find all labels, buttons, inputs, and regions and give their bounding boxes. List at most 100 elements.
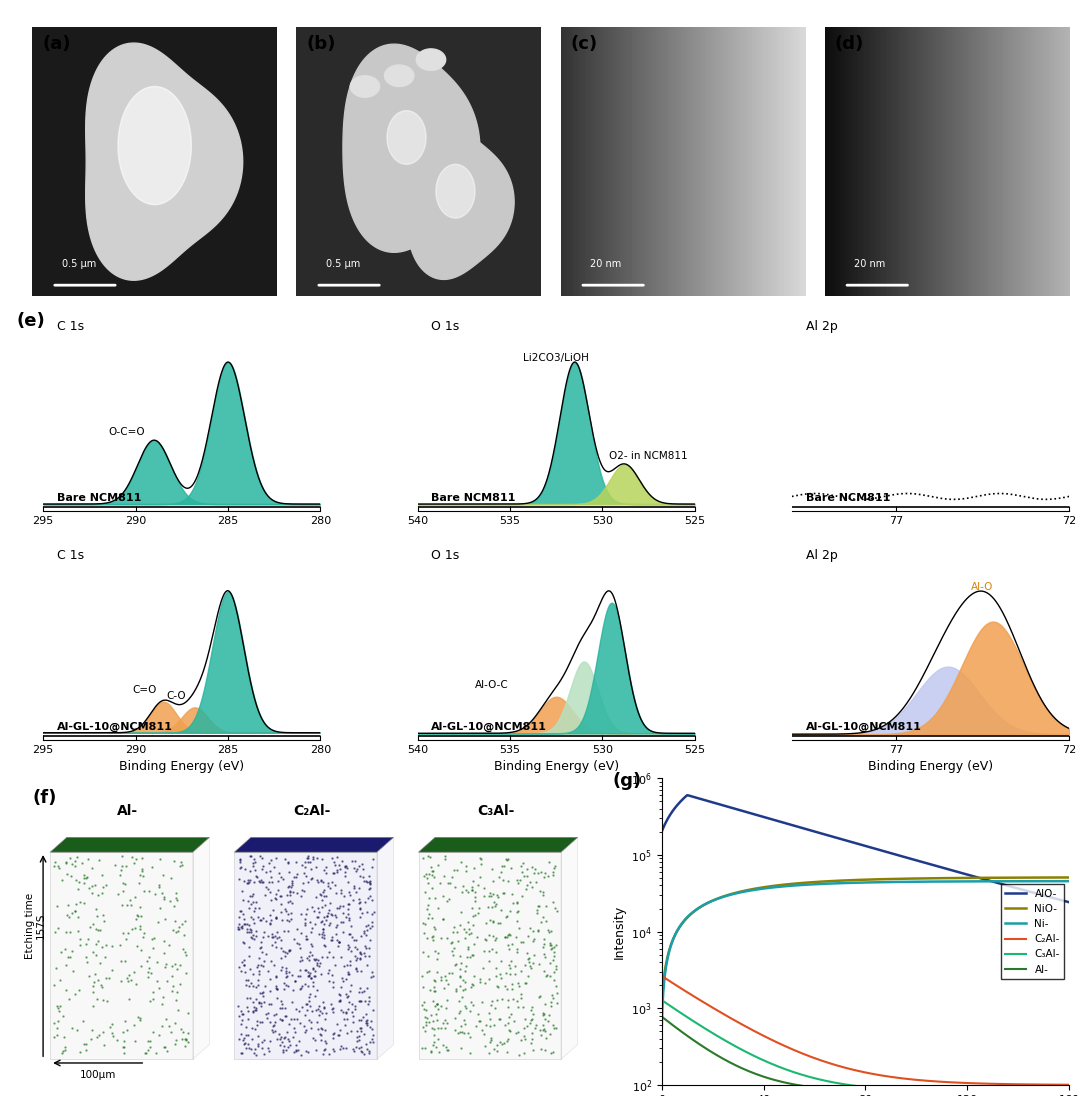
Point xyxy=(235,872,253,890)
Point xyxy=(444,964,461,982)
Point xyxy=(340,966,357,983)
Point xyxy=(309,951,326,969)
Polygon shape xyxy=(234,837,393,853)
Point xyxy=(126,888,144,905)
Point xyxy=(338,859,355,877)
Point xyxy=(279,886,296,903)
Text: Bare NCM811: Bare NCM811 xyxy=(431,493,516,503)
Point xyxy=(161,937,178,955)
Point xyxy=(345,859,362,877)
Point xyxy=(50,1002,67,1019)
Point xyxy=(462,948,480,966)
Point xyxy=(461,921,478,938)
Point xyxy=(246,1020,264,1038)
Point xyxy=(246,860,264,878)
Point xyxy=(151,849,168,867)
Point xyxy=(428,1039,445,1057)
Point xyxy=(231,850,248,868)
Point xyxy=(114,925,132,943)
Point xyxy=(361,875,378,892)
Point xyxy=(508,1025,525,1042)
Point xyxy=(324,906,341,924)
Point xyxy=(418,1009,435,1027)
Point xyxy=(293,949,310,967)
Point xyxy=(254,860,271,878)
Point xyxy=(49,1019,66,1037)
Point xyxy=(495,871,512,889)
Point xyxy=(299,968,316,985)
Point xyxy=(292,905,309,923)
Point xyxy=(475,887,492,904)
Point xyxy=(264,874,281,891)
Point xyxy=(87,900,105,917)
Point xyxy=(297,961,314,979)
Point xyxy=(316,937,334,955)
Point xyxy=(45,1014,63,1031)
Point xyxy=(57,956,75,973)
Point xyxy=(468,1017,485,1035)
Point xyxy=(427,941,444,959)
Point xyxy=(446,1009,463,1027)
Point xyxy=(432,874,449,891)
Point xyxy=(515,1027,532,1044)
Point xyxy=(454,981,471,998)
Point xyxy=(346,1042,363,1060)
Point xyxy=(76,866,93,883)
Point xyxy=(282,892,299,910)
Point xyxy=(500,926,517,944)
Point xyxy=(130,907,147,925)
Point xyxy=(548,984,565,1002)
Point xyxy=(83,877,100,894)
Point xyxy=(359,957,376,974)
Point xyxy=(66,902,83,920)
Point xyxy=(330,934,348,951)
Point xyxy=(512,933,529,950)
Point xyxy=(144,858,161,876)
Point xyxy=(279,912,296,929)
Point xyxy=(337,985,354,1003)
Point xyxy=(248,1012,266,1029)
Point xyxy=(415,1001,432,1018)
Point xyxy=(428,963,445,981)
Point xyxy=(140,948,158,966)
Point xyxy=(166,955,184,972)
Point xyxy=(314,1044,332,1062)
Point xyxy=(347,960,364,978)
Point xyxy=(361,947,378,964)
C₂Al- xyxy=(897,1072,910,1085)
Point xyxy=(473,993,490,1011)
Point xyxy=(324,1040,341,1058)
Point xyxy=(117,857,134,875)
Point xyxy=(254,984,271,1002)
Point xyxy=(501,957,518,974)
Point xyxy=(157,1011,174,1028)
Point xyxy=(278,945,295,962)
Point xyxy=(305,849,322,867)
Point xyxy=(359,903,376,921)
Point xyxy=(270,881,287,899)
Point xyxy=(300,966,318,983)
Point xyxy=(257,878,274,895)
Point xyxy=(89,887,106,904)
Point xyxy=(453,1017,470,1035)
Point xyxy=(524,1041,541,1059)
Point xyxy=(472,849,489,867)
Point xyxy=(529,922,546,939)
Point xyxy=(117,1013,134,1030)
Point xyxy=(322,931,339,948)
Point xyxy=(474,960,491,978)
Point xyxy=(51,997,68,1015)
Point xyxy=(470,904,487,922)
Point xyxy=(95,913,112,931)
Point xyxy=(103,937,120,955)
Point xyxy=(122,971,139,989)
Point xyxy=(62,868,79,886)
Point xyxy=(522,1001,539,1018)
Point xyxy=(53,871,70,889)
Point xyxy=(259,1039,276,1057)
Point xyxy=(276,901,294,918)
Point xyxy=(427,982,444,1000)
Point xyxy=(541,923,558,940)
Point xyxy=(303,869,321,887)
Point xyxy=(245,855,262,872)
